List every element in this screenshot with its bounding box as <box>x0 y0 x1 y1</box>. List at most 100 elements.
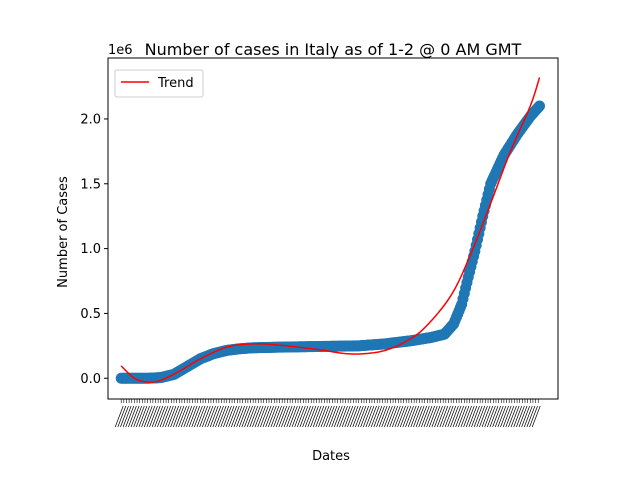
x-tick-label-mark <box>138 405 148 428</box>
x-tick-label-mark <box>143 405 153 428</box>
x-tick-label-mark <box>434 405 443 428</box>
x-tick-label-mark <box>373 405 383 428</box>
trend-line <box>120 77 541 384</box>
x-tick-label-mark <box>304 405 314 428</box>
x-tick-label-mark <box>249 405 259 428</box>
x-tick-label-mark <box>196 405 206 428</box>
x-tick-label-mark <box>125 405 135 428</box>
x-tick-label-mark <box>476 405 486 428</box>
x-tick-label-mark <box>479 405 488 428</box>
x-tick-label-mark <box>223 405 232 428</box>
x-tick-label-mark <box>299 405 309 428</box>
x-tick-label-mark <box>508 405 517 428</box>
x-tick-label-mark <box>315 405 325 428</box>
x-tick-label-mark <box>201 405 211 428</box>
x-tick-label-mark <box>386 405 396 428</box>
x-tick-label-mark <box>296 405 306 428</box>
x-tick-label-mark <box>487 405 496 428</box>
x-tick-label-mark <box>463 405 472 428</box>
x-tick-label-mark <box>365 405 375 428</box>
y-axis-label: Number of Cases <box>56 176 71 288</box>
x-tick-label-mark <box>510 405 520 428</box>
x-tick-label-mark <box>399 405 409 428</box>
x-tick-label-mark <box>460 405 470 428</box>
x-tick-label-mark <box>410 405 420 428</box>
x-tick-label-mark <box>418 405 428 428</box>
x-tick-label-mark <box>128 405 137 428</box>
x-tick-label-mark <box>502 405 512 428</box>
x-tick-label-mark <box>450 405 459 428</box>
x-tick-label-mark <box>220 405 230 428</box>
y-tick-label: 1.5 <box>80 177 101 192</box>
x-tick-label-mark <box>457 405 467 428</box>
x-tick-label-mark <box>241 405 251 428</box>
x-tick-label-mark <box>238 405 248 428</box>
x-tick-label-mark <box>302 405 311 428</box>
x-tick-label-mark <box>207 405 216 428</box>
x-tick-label-mark <box>167 405 177 428</box>
x-tick-label-mark <box>376 405 385 428</box>
x-tick-label-mark <box>521 405 530 428</box>
x-tick-label-mark <box>471 405 480 428</box>
x-tick-label-mark <box>180 405 190 428</box>
x-tick-label-mark <box>281 405 290 428</box>
x-tick-label-mark <box>331 405 340 428</box>
x-tick-label-mark <box>333 405 343 428</box>
x-tick-label-mark <box>349 405 359 428</box>
x-tick-label-mark <box>370 405 380 428</box>
x-tick-label-mark <box>336 405 346 428</box>
x-tick-label-mark <box>162 405 172 428</box>
x-tick-label-mark <box>489 405 499 428</box>
x-tick-label-mark <box>135 405 145 428</box>
x-tick-label-mark <box>307 405 317 428</box>
x-tick-label-mark <box>254 405 264 428</box>
x-tick-label-mark <box>233 405 243 428</box>
x-tick-label-mark <box>183 405 193 428</box>
x-tick-label-mark <box>175 405 185 428</box>
x-tick-label-mark <box>413 405 422 428</box>
x-tick-label-mark <box>339 405 348 428</box>
x-tick-label-mark <box>236 405 245 428</box>
legend: Trend <box>114 69 204 98</box>
x-tick-label-mark <box>172 405 182 428</box>
x-tick-label-mark <box>212 405 222 428</box>
x-tick-label-mark <box>378 405 388 428</box>
x-tick-label-mark <box>431 405 441 428</box>
x-tick-label-mark <box>188 405 198 428</box>
x-tick-label-mark <box>289 405 298 428</box>
x-tick-label-mark <box>389 405 399 428</box>
x-tick-label-mark <box>312 405 322 428</box>
x-tick-label-mark <box>444 405 454 428</box>
legend-box <box>114 69 204 98</box>
x-tick-label-mark <box>481 405 491 428</box>
x-tick-label-mark <box>523 405 533 428</box>
x-tick-label-mark <box>516 405 525 428</box>
x-tick-label-mark <box>246 405 256 428</box>
x-tick-label-mark <box>275 405 285 428</box>
x-tick-label-mark <box>114 405 124 428</box>
x-tick-label-mark <box>178 405 187 428</box>
x-tick-label-mark <box>260 405 269 428</box>
x-tick-label-mark <box>265 405 274 428</box>
x-tick-label-mark <box>421 405 430 428</box>
x-tick-label-mark <box>326 405 335 428</box>
x-tick-label-mark <box>505 405 515 428</box>
x-tick-label-mark <box>442 405 451 428</box>
x-tick-label-mark <box>428 405 438 428</box>
x-tick-label-mark <box>204 405 214 428</box>
x-tick-label-mark <box>157 405 166 428</box>
x-tick-label-mark <box>352 405 362 428</box>
x-tick-label-mark <box>159 405 169 428</box>
x-tick-label-mark <box>360 405 369 428</box>
x-tick-label-mark <box>497 405 507 428</box>
x-tick-label-mark <box>141 405 150 428</box>
x-tick-label-mark <box>262 405 272 428</box>
x-tick-label-mark <box>252 405 261 428</box>
x-tick-label-mark <box>291 405 301 428</box>
x-tick-label-mark <box>228 405 238 428</box>
x-tick-label-mark <box>215 405 224 428</box>
x-tick-label-mark <box>426 405 435 428</box>
x-tick-label-mark <box>244 405 253 428</box>
x-tick-label-mark <box>194 405 203 428</box>
x-tick-label-mark <box>394 405 404 428</box>
